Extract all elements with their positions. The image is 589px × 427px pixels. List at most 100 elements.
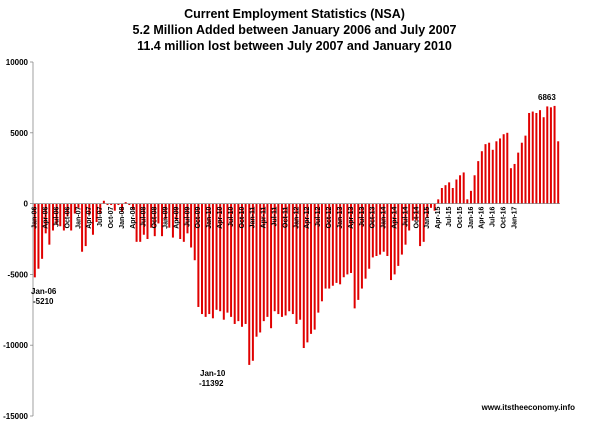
- bar: [77, 203, 80, 208]
- bar: [288, 203, 291, 312]
- x-tick-label: Apr-11: [261, 207, 268, 229]
- bar: [393, 203, 396, 275]
- bar: [437, 199, 440, 204]
- bar: [390, 203, 392, 281]
- bar: [262, 203, 265, 322]
- bar: [517, 152, 520, 204]
- bar: [299, 203, 302, 320]
- bar: [62, 203, 65, 231]
- bar: [81, 203, 84, 252]
- bar: [415, 203, 418, 221]
- bar: [244, 203, 247, 324]
- bar: [419, 203, 422, 247]
- bar: [448, 182, 451, 204]
- bar: [473, 175, 476, 204]
- x-tick-label: Oct-07: [108, 207, 115, 229]
- bar: [99, 203, 102, 214]
- bar: [128, 203, 131, 206]
- bar: [182, 203, 185, 242]
- bar: [302, 203, 305, 349]
- x-tick-label: Jan-15: [424, 207, 431, 229]
- y-tick-label: -10000: [3, 341, 28, 350]
- x-tick-label: Jan-12: [293, 207, 300, 229]
- bar: [248, 203, 251, 365]
- bar: [161, 203, 164, 237]
- bar: [542, 117, 545, 204]
- bar: [106, 203, 109, 206]
- bar: [41, 203, 44, 259]
- bar: [320, 203, 323, 302]
- bar: [444, 185, 447, 204]
- bar: [422, 203, 425, 242]
- bar: [310, 203, 313, 334]
- bar: [488, 142, 491, 204]
- x-tick-label: Apr-09: [173, 207, 180, 229]
- x-tick-label: Jul-09: [184, 206, 191, 226]
- bar: [353, 203, 356, 309]
- bar: [280, 203, 283, 317]
- x-tick-label: Jan-10: [206, 207, 213, 229]
- x-tick-label: Apr-15: [435, 207, 442, 229]
- bar: [273, 203, 276, 312]
- bar: [357, 203, 360, 300]
- bar: [175, 203, 178, 221]
- bar: [131, 203, 134, 210]
- annotation-jan06-label: Jan-06: [31, 287, 57, 296]
- bar: [135, 203, 138, 242]
- x-tick-label: Jan-08: [119, 207, 126, 229]
- bar: [528, 112, 531, 204]
- bar: [397, 203, 400, 266]
- bar: [171, 203, 174, 238]
- x-tick-label: Jan-06: [32, 207, 39, 229]
- bar: [204, 203, 207, 317]
- bar: [70, 203, 73, 231]
- y-tick-label: -15000: [3, 412, 28, 421]
- bar: [266, 203, 269, 317]
- x-tick-label: Jan-16: [468, 207, 475, 229]
- bar: [215, 203, 218, 310]
- bar: [306, 203, 309, 343]
- bar: [502, 134, 505, 204]
- x-tick-label: Oct-16: [501, 207, 508, 229]
- bar: [197, 203, 200, 307]
- bar: [400, 203, 403, 255]
- bar: [139, 203, 142, 242]
- bar: [466, 199, 469, 204]
- x-tick-label: Apr-08: [130, 207, 137, 229]
- bar: [513, 163, 516, 204]
- bar: [142, 203, 145, 235]
- y-tick-label: 0: [24, 200, 29, 209]
- bar: [48, 203, 51, 245]
- x-tick-label: Apr-16: [479, 207, 486, 229]
- bar: [379, 203, 382, 255]
- bar: [190, 203, 193, 248]
- bar: [469, 190, 472, 204]
- bar: [55, 203, 58, 225]
- x-tick-label: Oct-10: [239, 207, 246, 229]
- bar: [317, 203, 320, 313]
- bar: [193, 203, 196, 261]
- x-tick-label: Jan-07: [75, 207, 82, 229]
- bar: [117, 203, 120, 206]
- bar: [179, 203, 182, 239]
- x-tick-label: Jan-13: [337, 207, 344, 229]
- bar: [484, 144, 487, 204]
- x-tick-label: Apr-06: [43, 207, 50, 229]
- bar: [509, 168, 512, 204]
- x-tick-label: Jul-14: [402, 206, 409, 226]
- bar: [451, 188, 454, 204]
- bar: [255, 203, 258, 337]
- bar: [186, 203, 189, 234]
- x-tick-label: Apr-07: [86, 207, 93, 229]
- x-tick-label: Jul-11: [272, 207, 279, 227]
- y-tick-label: 10000: [6, 58, 29, 67]
- bar: [364, 203, 367, 279]
- bar: [531, 111, 534, 204]
- bar: [33, 203, 36, 278]
- bar: [277, 203, 280, 315]
- bar: [146, 203, 149, 239]
- bar: [102, 200, 105, 204]
- bar: [520, 142, 523, 204]
- bar: [553, 105, 556, 204]
